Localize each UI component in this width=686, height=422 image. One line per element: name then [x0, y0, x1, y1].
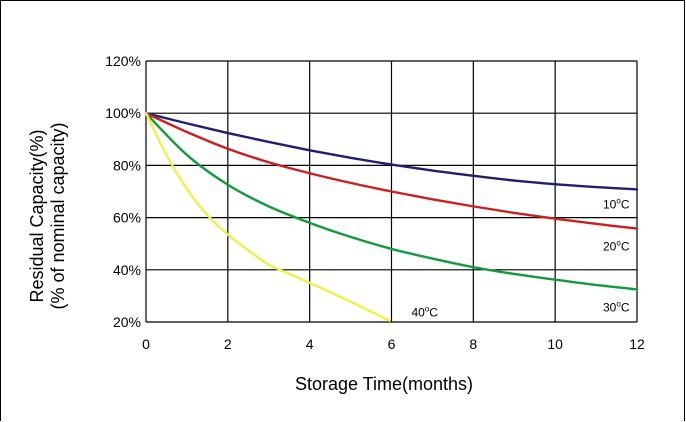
y-axis-ticks: 20% 40% 60% 80% 100% 120%: [105, 53, 141, 330]
x-tick-label: 10: [547, 336, 563, 352]
series-line-40c: [144, 112, 391, 322]
series-label-40c: 40oC: [411, 305, 438, 320]
y-tick-label: 100%: [105, 105, 141, 121]
series-line-20c: [144, 112, 639, 230]
series-labels: 10oC 20oC 30oC 40oC: [411, 196, 629, 319]
series-group: [144, 112, 639, 322]
x-tick-label: 12: [629, 336, 645, 352]
grid: [145, 60, 638, 323]
y-tick-label: 20%: [113, 314, 141, 330]
y-tick-label: 120%: [105, 53, 141, 69]
x-tick-label: 6: [388, 336, 396, 352]
series-label-10c: 10oC: [603, 196, 630, 211]
y-tick-label: 60%: [113, 210, 141, 226]
x-tick-label: 0: [142, 336, 150, 352]
y-axis-title-line-1: Residual Capacity(%): [27, 129, 47, 302]
series-line-30c: [144, 112, 639, 291]
x-tick-label: 8: [469, 336, 477, 352]
x-tick-label: 4: [306, 336, 314, 352]
x-axis-ticks: 0 2 4 6 8 10 12: [142, 336, 645, 352]
series-label-30c: 30oC: [603, 299, 630, 314]
x-tick-label: 2: [224, 336, 232, 352]
x-axis-title: Storage Time(months): [295, 374, 473, 394]
series-label-20c: 20oC: [603, 239, 630, 254]
y-axis-title: Residual Capacity(%) (% of nominal capac…: [27, 122, 68, 309]
y-tick-label: 80%: [113, 157, 141, 173]
series-line-10c: [144, 112, 639, 191]
y-tick-label: 40%: [113, 262, 141, 278]
y-axis-title-line-2: (% of nominal capacity): [48, 122, 68, 309]
